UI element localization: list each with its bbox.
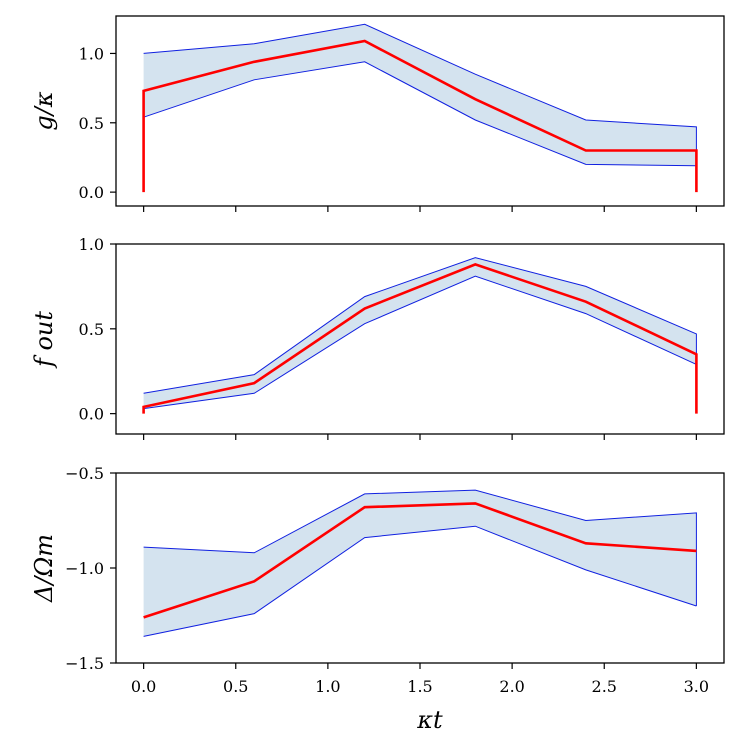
band-lower-edge <box>143 525 697 637</box>
mean-line <box>143 502 697 619</box>
x-tick-label: 0.0 <box>131 677 156 696</box>
axes-frame <box>115 243 725 435</box>
y-tick-label: 0.5 <box>79 320 104 339</box>
band-upper-edge <box>143 23 697 166</box>
band-upper-edge <box>143 489 697 606</box>
x-tick-label: 1.5 <box>407 677 432 696</box>
x-tick-label: 0.5 <box>223 677 248 696</box>
panel-detuning: −1.5 −1.0 −0.5 0.0 0.5 1.0 1.5 2.0 2.5 3.0 Δ/Ωm <box>30 464 725 696</box>
mean-line <box>142 39 698 193</box>
y-tick-label: −0.5 <box>65 464 104 483</box>
y-tick-label: 0.5 <box>79 114 104 133</box>
uncertainty-band <box>143 490 697 637</box>
y-tick-label: 1.0 <box>79 235 104 254</box>
uncertainty-band <box>143 257 697 409</box>
x-tick-label: 3.0 <box>684 677 709 696</box>
band-upper-edge <box>143 257 697 394</box>
y-tick-label: −1.5 <box>65 654 104 673</box>
x-tick-label: 1.0 <box>315 677 340 696</box>
y-tick-label: −1.0 <box>65 559 104 578</box>
x-tick-label: 2.0 <box>499 677 524 696</box>
x-axis-label: κt <box>416 706 443 734</box>
mean-line <box>142 263 698 414</box>
axes-frame <box>115 15 725 207</box>
y-tick-label: 1.0 <box>79 44 104 63</box>
y-axis-label: Δ/Ωm <box>30 534 58 603</box>
panel-field-out: 0.0 0.5 1.0 f out <box>30 235 725 440</box>
band-lower-edge <box>143 61 697 167</box>
y-axis-label: f out <box>30 311 58 369</box>
band-lower-edge <box>143 275 697 410</box>
panel-coupling: 0.0 0.5 1.0 g/κ <box>30 15 725 212</box>
y-axis-label: g/κ <box>30 91 58 130</box>
uncertainty-band <box>143 24 697 166</box>
y-tick-label: 0.0 <box>79 183 104 202</box>
x-tick-label: 2.5 <box>592 677 617 696</box>
y-tick-label: 0.0 <box>79 405 104 424</box>
